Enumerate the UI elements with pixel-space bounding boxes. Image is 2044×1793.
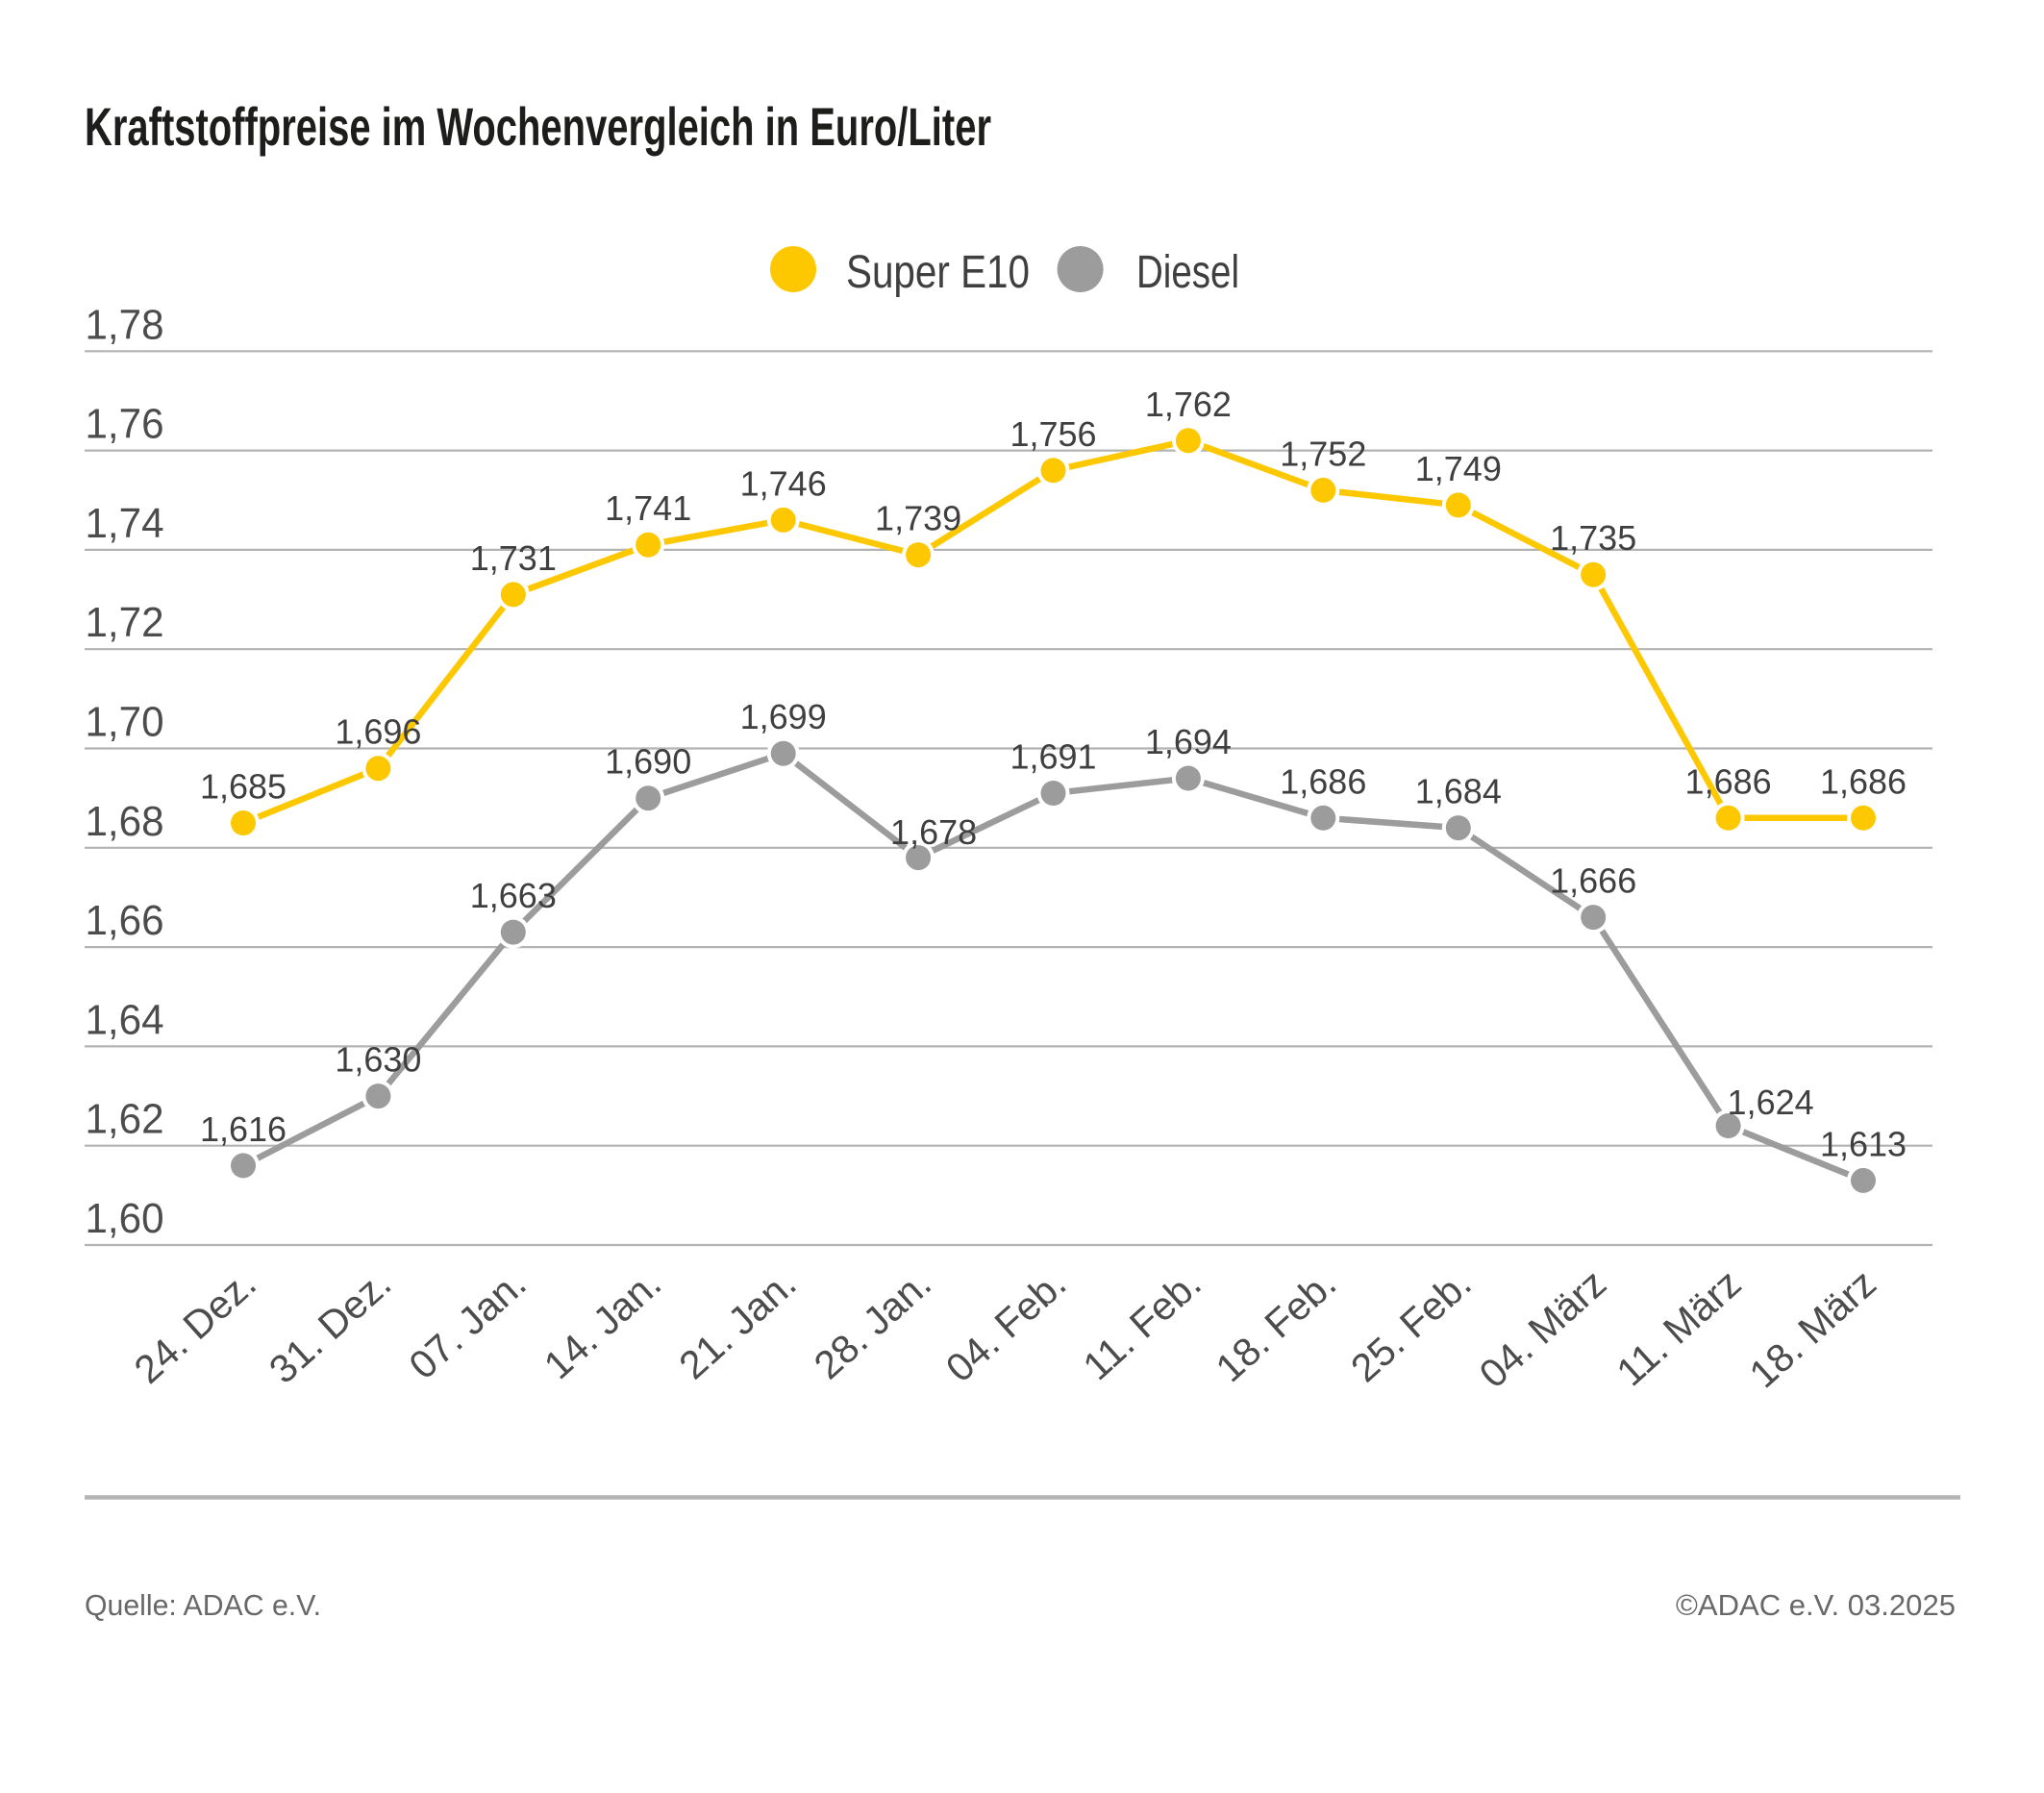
svg-text:1,685: 1,685 xyxy=(200,767,287,807)
svg-text:1,678: 1,678 xyxy=(890,812,977,852)
svg-text:1,684: 1,684 xyxy=(1415,772,1502,811)
svg-text:1,741: 1,741 xyxy=(605,488,691,528)
svg-text:1,690: 1,690 xyxy=(605,742,691,782)
svg-text:1,666: 1,666 xyxy=(1550,861,1636,901)
svg-text:1,749: 1,749 xyxy=(1415,449,1502,488)
svg-text:1,663: 1,663 xyxy=(470,876,557,915)
svg-text:1,691: 1,691 xyxy=(1010,737,1096,777)
svg-text:Quelle: ADAC e.V.: Quelle: ADAC e.V. xyxy=(85,1588,321,1622)
svg-text:1,686: 1,686 xyxy=(1820,761,1907,801)
svg-text:1,731: 1,731 xyxy=(470,538,557,578)
svg-text:1,696: 1,696 xyxy=(335,712,421,752)
svg-text:Diesel: Diesel xyxy=(1136,247,1239,298)
svg-text:1,68: 1,68 xyxy=(86,798,164,845)
svg-text:©ADAC e.V. 03.2025: ©ADAC e.V. 03.2025 xyxy=(1676,1588,1956,1622)
svg-text:1,739: 1,739 xyxy=(875,499,961,538)
svg-text:1,74: 1,74 xyxy=(86,500,164,547)
svg-text:1,694: 1,694 xyxy=(1145,722,1232,761)
svg-text:1,78: 1,78 xyxy=(86,301,164,348)
svg-text:1,616: 1,616 xyxy=(200,1109,287,1149)
svg-text:1,699: 1,699 xyxy=(740,697,827,736)
svg-text:1,60: 1,60 xyxy=(86,1195,164,1242)
svg-text:1,624: 1,624 xyxy=(1728,1083,1814,1122)
svg-text:1,746: 1,746 xyxy=(740,463,827,503)
svg-text:1,76: 1,76 xyxy=(86,401,164,448)
svg-text:1,72: 1,72 xyxy=(86,599,164,646)
svg-text:1,70: 1,70 xyxy=(86,699,164,746)
svg-text:1,686: 1,686 xyxy=(1685,761,1772,801)
svg-text:1,62: 1,62 xyxy=(86,1096,164,1143)
svg-text:1,686: 1,686 xyxy=(1280,761,1366,801)
svg-text:Kraftstoffpreise im Wochenverg: Kraftstoffpreise im Wochenvergleich in E… xyxy=(85,96,991,157)
svg-text:1,735: 1,735 xyxy=(1550,518,1636,558)
svg-text:1,756: 1,756 xyxy=(1010,414,1096,454)
svg-text:1,762: 1,762 xyxy=(1145,385,1232,424)
svg-text:1,64: 1,64 xyxy=(86,996,164,1043)
svg-text:1,66: 1,66 xyxy=(86,897,164,944)
svg-text:1,613: 1,613 xyxy=(1820,1124,1907,1163)
svg-text:1,630: 1,630 xyxy=(335,1040,421,1080)
svg-text:Super E10: Super E10 xyxy=(846,247,1030,298)
svg-text:1,752: 1,752 xyxy=(1280,434,1366,473)
